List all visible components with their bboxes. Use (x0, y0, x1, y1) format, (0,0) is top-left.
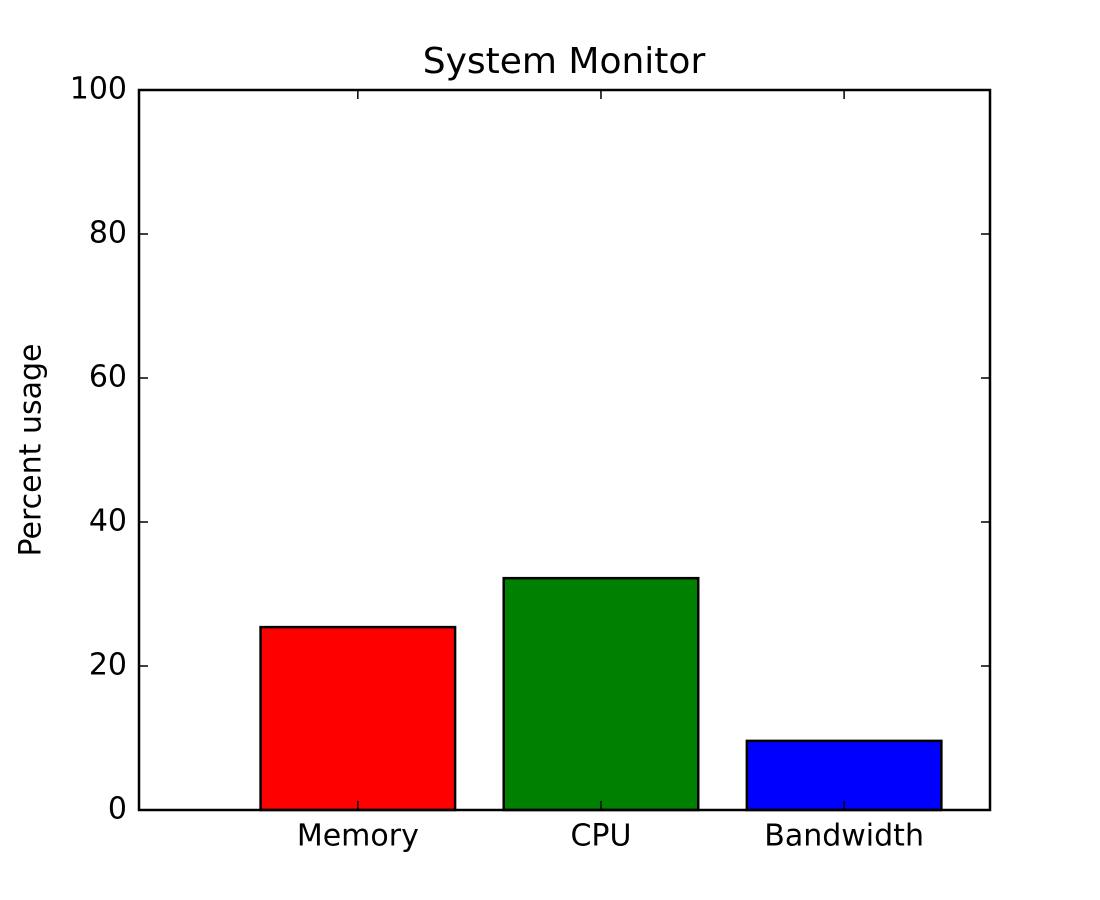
plot-frame (137, 88, 992, 812)
y-axis-label: Percent usage (14, 344, 49, 557)
bar (259, 625, 457, 812)
y-tick-label: 0 (108, 792, 127, 827)
x-tick-label: Bandwidth (764, 819, 924, 854)
y-tick-label: 100 (70, 72, 127, 107)
y-tick-label: 80 (89, 216, 127, 251)
y-tick-label: 60 (89, 360, 127, 395)
y-tick-label: 40 (89, 504, 127, 539)
x-tick-label: CPU (570, 819, 631, 854)
bar (502, 576, 700, 812)
y-tick-label: 20 (89, 648, 127, 683)
chart-title: System Monitor (423, 41, 706, 82)
x-tick-label: Memory (297, 819, 419, 854)
bar (745, 739, 943, 812)
